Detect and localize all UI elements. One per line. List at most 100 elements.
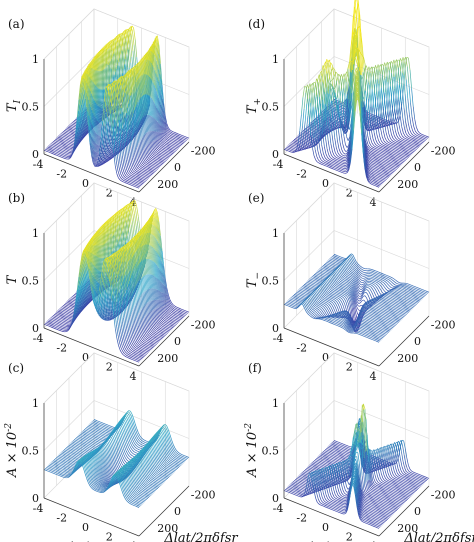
mesh-line (129, 177, 131, 179)
mesh-line (123, 165, 126, 172)
mesh-line (138, 345, 141, 348)
mesh-line (47, 146, 50, 148)
mesh-line (139, 174, 142, 176)
mesh-line (165, 138, 168, 141)
mesh-line (152, 52, 156, 71)
mesh-line (145, 345, 148, 348)
mesh-line (69, 128, 72, 131)
mesh-line (120, 178, 123, 181)
mesh-line (157, 338, 160, 340)
mesh-line (165, 328, 168, 331)
mesh-line (157, 151, 160, 153)
mesh-line (135, 167, 138, 170)
mesh-line (154, 158, 157, 160)
mesh-line (157, 42, 160, 59)
mesh-line (155, 164, 158, 167)
mesh-line (171, 313, 173, 316)
mesh-line (51, 148, 54, 150)
z-axis-label: TI (5, 99, 23, 112)
mesh-line (158, 85, 162, 105)
mesh-line (128, 44, 132, 63)
mesh-line (98, 64, 102, 83)
mesh-line (143, 55, 147, 60)
mesh-line (146, 114, 150, 132)
mesh-line (170, 153, 173, 156)
mesh-line (135, 175, 138, 177)
mesh-line (163, 127, 166, 133)
mesh-line (154, 209, 157, 213)
mesh-line (176, 145, 179, 147)
mesh-line (166, 134, 169, 137)
mesh-line (136, 221, 140, 235)
mesh-line (108, 40, 111, 49)
mesh-line (142, 338, 145, 341)
mesh-line (168, 130, 171, 133)
mesh-line (143, 341, 146, 343)
mesh-line (181, 312, 184, 314)
mesh-line (156, 157, 158, 159)
mesh-line (167, 138, 170, 141)
mesh-line (123, 42, 127, 60)
mesh-line (50, 143, 53, 145)
mesh-line (61, 153, 64, 156)
mesh-line (64, 318, 67, 320)
mesh-line (65, 150, 68, 152)
mesh-line (183, 140, 186, 142)
mesh-line (153, 322, 156, 327)
mesh-line (66, 140, 69, 142)
mesh-line (144, 345, 147, 347)
mesh-line (165, 135, 168, 138)
mesh-line (163, 328, 166, 330)
mesh-line (55, 149, 57, 151)
mesh-line (71, 124, 73, 127)
mesh-line (156, 145, 159, 149)
mesh-line (136, 158, 140, 164)
mesh-line (169, 132, 172, 135)
mesh-line (66, 135, 69, 138)
mesh-line (174, 132, 177, 134)
mesh-line (164, 155, 166, 158)
mesh-line (141, 164, 144, 167)
mesh-line (164, 148, 167, 150)
mesh-line (180, 137, 183, 139)
mesh-line (72, 139, 74, 141)
mesh-line (170, 138, 173, 140)
mesh-line (171, 315, 174, 318)
mesh-line (150, 346, 152, 348)
mesh-line (162, 148, 165, 151)
mesh-line (177, 318, 180, 320)
mesh-line (166, 315, 169, 318)
mesh-line (126, 179, 129, 182)
mesh-line (64, 310, 67, 312)
mesh-line (149, 164, 152, 166)
mesh-line (111, 39, 114, 42)
mesh-line (136, 327, 140, 334)
mesh-line (126, 156, 130, 166)
mesh-line (173, 150, 176, 152)
mesh-line (137, 171, 140, 173)
mesh-line (146, 52, 149, 61)
mesh-line (143, 60, 146, 75)
mesh-line (173, 321, 175, 323)
mesh-line (158, 328, 161, 331)
mesh-line (175, 149, 177, 151)
mesh-line (127, 49, 130, 69)
mesh-line (117, 170, 120, 176)
mesh-line (144, 160, 147, 163)
mesh-line (177, 321, 180, 323)
mesh-line (136, 180, 139, 183)
mesh-line (149, 349, 152, 351)
mesh-line (148, 340, 151, 343)
mesh-line (170, 141, 172, 143)
mesh-line (179, 319, 182, 321)
mesh-line (161, 137, 164, 141)
mesh-line (109, 46, 112, 60)
mesh-line (158, 143, 161, 147)
mesh-line (168, 151, 171, 153)
mesh-line (147, 94, 150, 116)
mesh-line (67, 143, 70, 146)
mesh-line (146, 349, 149, 351)
mesh-line (59, 151, 62, 153)
mesh-line (144, 75, 147, 96)
mesh-line (65, 155, 67, 157)
